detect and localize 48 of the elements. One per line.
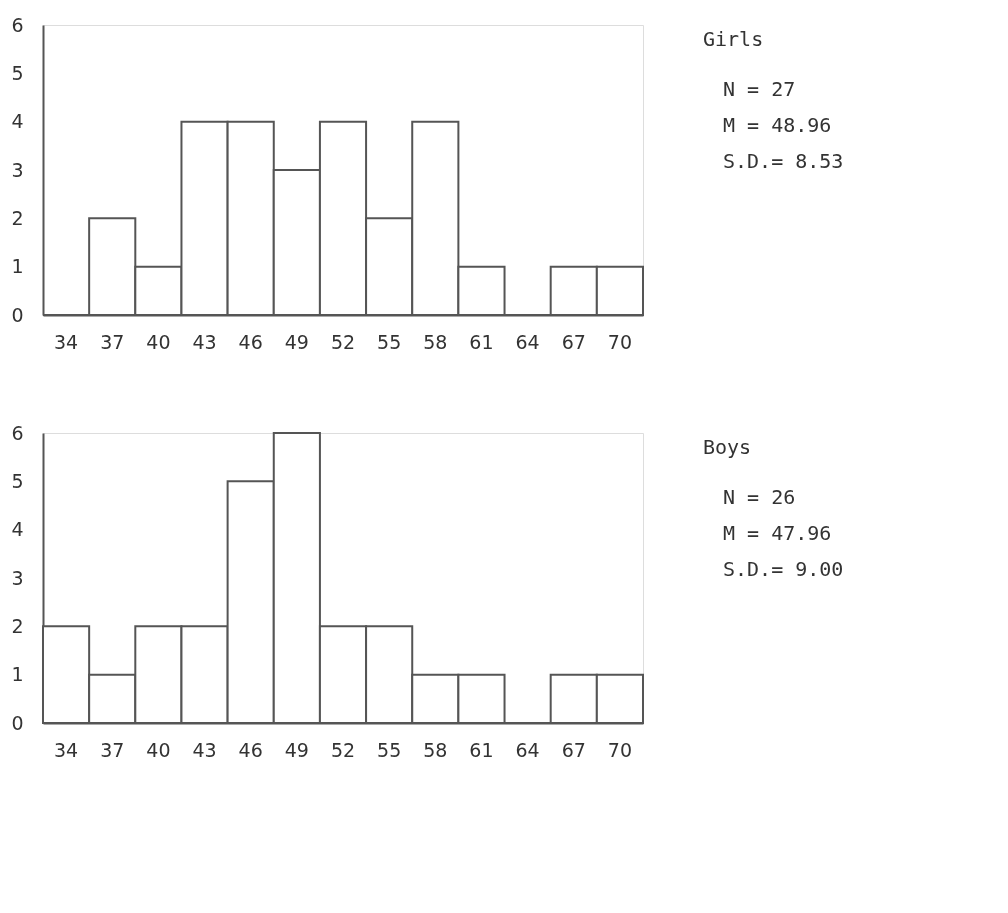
x-tick-label: 61 xyxy=(469,738,494,761)
text: S.D.= 9.00 xyxy=(723,557,844,581)
y-tick-label: 6 xyxy=(11,13,24,36)
y-tick-label: 5 xyxy=(11,469,24,492)
x-tick-label: 58 xyxy=(423,330,448,353)
y-tick-label: 0 xyxy=(11,303,24,326)
y-tick-label: 2 xyxy=(11,614,24,637)
x-tick-label: 64 xyxy=(515,738,540,761)
x-tick-label: 67 xyxy=(561,330,586,353)
x-tick-label: 34 xyxy=(53,330,79,353)
y-tick-label: 4 xyxy=(11,110,24,133)
text: N = 26 xyxy=(723,485,796,509)
x-tick-label: 43 xyxy=(192,738,217,761)
x-tick-label: 40 xyxy=(146,330,171,353)
x-tick-label: 61 xyxy=(469,330,494,353)
y-tick-label: 1 xyxy=(11,663,24,686)
y-tick-label: 0 xyxy=(11,711,24,734)
x-tick-label: 43 xyxy=(192,330,217,353)
y-tick-label: 5 xyxy=(11,61,24,84)
x-tick-label: 49 xyxy=(284,330,309,353)
y-tick-label: 1 xyxy=(11,255,24,278)
text: S.D.= 8.53 xyxy=(723,149,844,173)
y-tick-label: 4 xyxy=(11,518,24,541)
y-tick-label: 3 xyxy=(11,566,24,589)
x-tick-label: 34 xyxy=(53,738,79,761)
x-tick-label: 46 xyxy=(238,738,263,761)
y-tick-label: 6 xyxy=(11,421,24,444)
y-tick-label: 2 xyxy=(11,206,24,229)
x-tick-label: 64 xyxy=(515,330,540,353)
x-tick-label: 40 xyxy=(146,738,171,761)
text: M = 48.96 xyxy=(723,113,832,137)
x-tick-label: 37 xyxy=(100,738,125,761)
x-tick-label: 58 xyxy=(423,738,448,761)
text: Boys xyxy=(703,435,752,459)
x-tick-label: 55 xyxy=(377,330,402,353)
x-tick-label: 52 xyxy=(330,738,356,761)
x-tick-label: 46 xyxy=(238,330,263,353)
x-tick-label: 55 xyxy=(377,738,402,761)
x-tick-label: 70 xyxy=(607,330,633,353)
x-tick-label: 52 xyxy=(330,330,356,353)
y-tick-label: 3 xyxy=(11,158,24,181)
text: M = 47.96 xyxy=(723,521,832,545)
x-tick-label: 49 xyxy=(284,738,309,761)
text: N = 27 xyxy=(723,77,796,101)
x-tick-label: 67 xyxy=(561,738,586,761)
x-tick-label: 37 xyxy=(100,330,125,353)
x-tick-label: 70 xyxy=(607,738,633,761)
text: Girls xyxy=(703,27,764,51)
